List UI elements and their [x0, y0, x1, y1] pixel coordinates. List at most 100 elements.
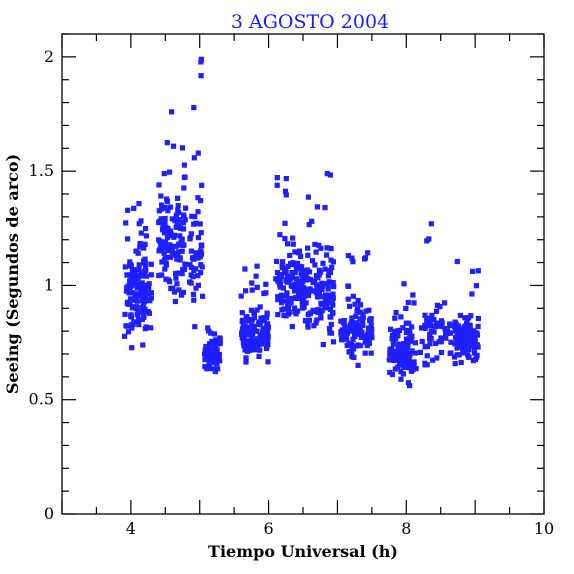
data-point [289, 270, 295, 276]
data-point [249, 325, 255, 331]
data-point [452, 361, 458, 367]
data-point [142, 296, 148, 302]
data-point [263, 290, 269, 296]
data-point [164, 196, 170, 202]
data-point [136, 267, 142, 273]
y-tick-label: 1 [44, 275, 54, 294]
data-point [173, 243, 179, 249]
data-point [324, 252, 330, 258]
data-point [138, 288, 144, 294]
data-point [178, 292, 185, 298]
data-point [405, 380, 411, 386]
data-point [244, 314, 250, 320]
data-point [213, 337, 219, 343]
data-point [214, 341, 220, 347]
data-point [181, 174, 187, 181]
data-point [323, 292, 329, 298]
data-point [169, 109, 175, 115]
data-point [143, 273, 150, 279]
data-point [454, 331, 460, 337]
data-point [283, 176, 289, 182]
data-point [329, 264, 335, 270]
data-point [328, 321, 334, 328]
data-point [257, 332, 263, 338]
data-point [265, 334, 271, 340]
data-point [475, 323, 481, 330]
data-point [178, 239, 184, 245]
data-point [122, 311, 128, 317]
data-point [428, 316, 434, 322]
data-point [318, 315, 324, 321]
data-point [328, 246, 334, 252]
data-point [345, 296, 351, 302]
data-point [322, 266, 328, 272]
data-point [195, 195, 201, 201]
data-point [452, 341, 458, 347]
data-point [125, 301, 132, 307]
data-point [397, 362, 403, 368]
data-point [347, 322, 353, 328]
data-point [442, 326, 448, 332]
data-point [349, 353, 355, 359]
data-point [405, 299, 411, 306]
data-point [422, 325, 428, 331]
data-point [404, 336, 410, 342]
data-point [162, 266, 168, 272]
data-point [387, 351, 393, 357]
data-point [264, 329, 270, 335]
data-point [349, 255, 355, 261]
data-point [454, 258, 460, 265]
data-point [437, 304, 443, 310]
data-point [403, 305, 409, 311]
data-point [323, 298, 329, 304]
data-point [438, 323, 444, 329]
data-point [143, 324, 149, 330]
data-point [344, 336, 350, 342]
data-point [139, 280, 145, 286]
data-point [438, 349, 444, 356]
data-point [210, 366, 216, 372]
data-point [395, 333, 401, 339]
data-point [401, 364, 407, 370]
data-point [127, 278, 133, 284]
data-point [212, 369, 218, 375]
data-point [183, 205, 189, 211]
data-point [393, 310, 399, 316]
data-point [346, 340, 352, 346]
data-point [311, 308, 317, 314]
data-point [297, 295, 303, 301]
data-point [387, 369, 393, 376]
data-point [407, 383, 413, 389]
data-point [241, 329, 247, 335]
data-point [319, 280, 325, 286]
data-point [179, 248, 185, 254]
data-point [363, 308, 369, 314]
y-tick-label: 0.5 [29, 390, 54, 409]
data-point [354, 308, 360, 314]
data-point [128, 263, 134, 269]
data-point [191, 297, 197, 303]
data-point [195, 282, 201, 288]
data-point [177, 233, 183, 239]
data-point [318, 245, 324, 251]
data-point [466, 354, 472, 360]
data-point [464, 316, 470, 322]
data-point [131, 267, 138, 273]
data-point [306, 269, 313, 275]
data-point [180, 242, 186, 248]
data-point [244, 318, 250, 324]
data-point [350, 321, 357, 327]
data-point [125, 207, 131, 213]
data-point [181, 162, 187, 168]
data-point [326, 326, 333, 332]
data-point [301, 293, 307, 300]
data-point [188, 272, 194, 278]
data-point [397, 348, 403, 354]
data-point [458, 359, 464, 366]
data-point [288, 299, 294, 305]
data-point [129, 345, 135, 351]
data-point [339, 336, 345, 343]
data-point [315, 306, 321, 312]
data-point [471, 347, 477, 353]
data-point [357, 343, 364, 349]
